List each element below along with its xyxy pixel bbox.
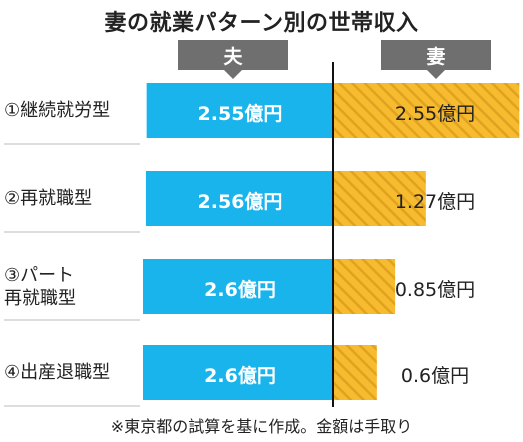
- category-label: ④出産退職型: [4, 361, 110, 384]
- chart-title: 妻の就業パターン別の世帯収入: [104, 11, 419, 36]
- category-label: ③パート 再就職型: [4, 264, 76, 310]
- wife-bar: [333, 259, 396, 314]
- wife-value-label: 0.85億円: [394, 278, 476, 301]
- legend-wife-header: 妻: [381, 40, 491, 79]
- category-label-line: ④出産退職型: [4, 362, 111, 383]
- wife-bar: [333, 83, 520, 138]
- wife-value-label: 1.27億円: [394, 190, 476, 213]
- husband-bar: [143, 259, 333, 314]
- husband-value-label: 2.56億円: [197, 190, 283, 213]
- wife-value-label: 2.55億円: [394, 102, 476, 125]
- category-label-line: ③パート: [4, 264, 75, 286]
- wife-bar: [333, 171, 426, 226]
- footnote: ※東京都の試算を基に作成。金額は手取り: [110, 417, 413, 436]
- husband-bar: [143, 345, 333, 400]
- husband-value-label: 2.6億円: [204, 278, 276, 301]
- category-label-line: ①継続就労型: [4, 100, 111, 121]
- husband-bar: [146, 83, 333, 138]
- category-label-line: 再就職型: [4, 287, 76, 309]
- husband-value-label: 2.6億円: [204, 364, 276, 387]
- wife-bar: [333, 345, 377, 400]
- husband-bar: [145, 171, 333, 226]
- husband-value-label: 2.55億円: [197, 102, 283, 125]
- wife-value-label: 0.6億円: [400, 364, 470, 387]
- category-label: ②再就職型: [4, 187, 92, 210]
- category-label: ①継続就労型: [4, 99, 110, 122]
- category-label-line: ②再就職型: [4, 188, 93, 209]
- legend-husband-header: 夫: [178, 40, 288, 79]
